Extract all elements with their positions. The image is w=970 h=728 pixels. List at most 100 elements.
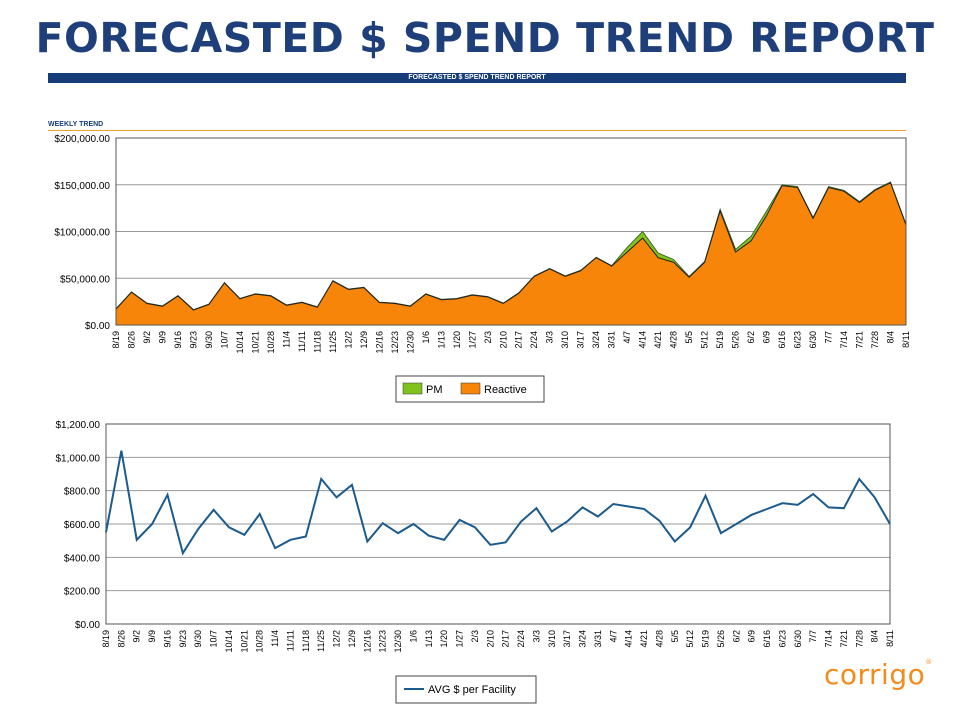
legend-pm-swatch	[402, 382, 423, 395]
chart2-x-tick-label: 11/4	[270, 630, 280, 647]
chart2-y-tick-label: $1,000.00	[56, 453, 101, 464]
legend-reactive-label: Reactive	[484, 384, 527, 396]
chart1-x-tick-label: 2/24	[529, 331, 539, 349]
chart2-x-tick-label: 5/19	[701, 630, 711, 648]
chart1-x-tick-label: 10/14	[235, 331, 245, 354]
chart1-x-tick-label: 2/17	[514, 331, 524, 349]
chart2-x-tick-label: 12/30	[393, 630, 403, 653]
chart1-x-tick-label: 1/13	[436, 331, 446, 349]
chart1-x-tick-label: 3/3	[545, 331, 555, 344]
chart2-x-tick-label: 10/21	[239, 630, 249, 653]
legend-pm-label: PM	[426, 384, 443, 396]
chart1-x-tick-label: 8/4	[886, 331, 896, 344]
chart2-x-tick-label: 8/4	[870, 630, 880, 643]
chart2-y-tick-labels: $0.00 $200.00 $400.00 $600.00 $800.00 $1,000.…	[56, 420, 101, 631]
chart1-x-tick-label: 5/12	[700, 331, 710, 349]
chart1-x-tick-label: 12/2	[343, 331, 353, 349]
chart2-x-tick-label: 10/7	[209, 630, 219, 648]
chart2-x-tick-label: 9/30	[193, 630, 203, 648]
chart2-y-tick-label: $800.00	[64, 487, 101, 498]
chart2-y-tick-label: $1,200.00	[56, 420, 101, 431]
chart1-x-tick-label: 6/30	[808, 331, 818, 349]
chart2-x-tick-label: 11/11	[285, 630, 295, 651]
chart1-x-tick-label: 4/21	[653, 331, 663, 349]
chart1-x-tick-label: 9/9	[157, 331, 167, 344]
chart1-x-tick-label: 8/19	[111, 331, 121, 349]
chart2-x-tick-label: 6/9	[747, 630, 757, 643]
chart2-x-tick-label: 6/2	[731, 630, 741, 643]
chart2-y-tick-label: $200.00	[64, 587, 101, 598]
chart2-x-tick-label: 4/28	[654, 630, 664, 648]
chart1-x-tick-label: 9/23	[188, 331, 198, 349]
corrigo-logo: corrigo®	[824, 658, 933, 691]
chart1-x-tick-label: 9/2	[142, 331, 152, 344]
chart1-x-tick-label: 12/16	[374, 331, 384, 354]
chart2-x-tick-label: 10/28	[255, 630, 265, 653]
chart2-x-tick-label: 3/17	[562, 630, 572, 648]
report-banner: FORECASTED $ SPEND TREND REPORT	[48, 73, 906, 83]
chart2-x-tick-label: 8/19	[101, 630, 111, 648]
chart1-x-tick-label: 10/21	[250, 331, 260, 354]
chart1-x-tick-label: 7/14	[839, 331, 849, 349]
chart1-x-tick-label: 12/23	[390, 331, 400, 354]
chart1-x-tick-label: 3/31	[607, 331, 617, 349]
logo-text: corrigo	[824, 658, 926, 691]
chart2-x-tick-label: 12/9	[347, 630, 357, 648]
chart2-x-tick-label: 5/26	[716, 630, 726, 648]
chart1-x-tick-label: 11/18	[312, 331, 322, 353]
chart2-x-tick-label: 11/18	[301, 630, 311, 652]
chart2-x-tick-label: 9/23	[178, 630, 188, 648]
chart1-x-tick-label: 9/16	[173, 331, 183, 349]
chart1-y-tick-labels: $0.00 $50,000.00 $100,000.00 $150,000.00 $20…	[54, 134, 110, 332]
chart1-areas	[115, 181, 907, 326]
chart2-x-tick-label: 9/9	[147, 630, 157, 643]
chart1-y-tick-label: $150,000.00	[54, 181, 110, 192]
chart2-x-tick-label: 3/10	[547, 630, 557, 648]
chart1-x-tick-label: 5/19	[715, 331, 725, 349]
chart2-x-tick-label: 2/24	[516, 630, 526, 648]
chart1-x-tick-label: 6/2	[746, 331, 756, 344]
chart1-x-tick-label: 9/30	[204, 331, 214, 349]
chart1-x-tick-label: 1/27	[467, 331, 477, 349]
chart2-x-tick-label: 12/2	[332, 630, 342, 648]
chart1-x-tick-label: 3/17	[576, 331, 586, 349]
chart2-x-tick-label: 7/7	[808, 630, 818, 643]
chart2-x-tick-label: 8/26	[116, 630, 126, 648]
chart2-x-tick-label: 4/7	[608, 630, 618, 643]
chart1-x-tick-label: 10/7	[219, 331, 229, 349]
chart2-plot-frame	[105, 423, 891, 625]
chart1-y-tick-label: $0.00	[85, 321, 110, 332]
chart1-x-tick-label: 11/11	[297, 331, 307, 352]
chart1-x-tick-label: 12/9	[359, 331, 369, 349]
chart1-x-tick-label: 7/28	[870, 331, 880, 349]
chart1-x-tick-label: 6/9	[762, 331, 772, 344]
chart1-y-tick-label: $100,000.00	[54, 228, 110, 239]
section-rule	[48, 130, 906, 131]
spend-area-chart: $0.00 $50,000.00 $100,000.00 $150,000.00 $20…	[54, 134, 911, 403]
chart2-x-tick-label: 6/23	[777, 630, 787, 648]
chart2-legend: AVG $ per Facility	[395, 675, 537, 704]
chart2-x-tick-label: 12/23	[378, 630, 388, 653]
chart2-x-tick-label: 3/24	[578, 630, 588, 648]
chart1-x-tick-label: 6/23	[793, 331, 803, 349]
chart1-x-tick-label: 8/26	[126, 331, 136, 349]
chart2-x-tick-label: 2/3	[470, 630, 480, 643]
chart1-x-tick-label: 5/26	[731, 331, 741, 349]
section-label: WEEKLY TREND	[48, 121, 104, 128]
page-title: FORECASTED $ SPEND TREND REPORT	[35, 14, 935, 62]
chart1-x-tick-label: 2/10	[498, 331, 508, 349]
chart1-x-tick-label: 10/28	[266, 331, 276, 354]
chart2-x-tick-label: 9/2	[132, 630, 142, 643]
chart1-x-tick-label: 7/7	[824, 331, 834, 344]
chart2-x-tick-labels: 8/19 8/26 9/2 9/9 9/16 9/23 9/30 10/7 10/14 10/21…	[101, 630, 895, 653]
chart2-x-tick-label: 1/27	[455, 630, 465, 648]
chart1-x-tick-label: 12/30	[405, 331, 415, 354]
chart2-x-tick-label: 9/16	[162, 630, 172, 648]
chart2-x-tick-label: 5/5	[670, 630, 680, 643]
chart2-x-tick-label: 2/17	[501, 630, 511, 648]
chart1-plot-frame	[115, 137, 907, 326]
chart2-x-tick-label: 6/16	[762, 630, 772, 648]
chart2-x-tick-label: 1/13	[424, 630, 434, 648]
chart1-x-tick-label: 7/21	[855, 331, 865, 349]
chart1-x-tick-label: 3/24	[591, 331, 601, 349]
